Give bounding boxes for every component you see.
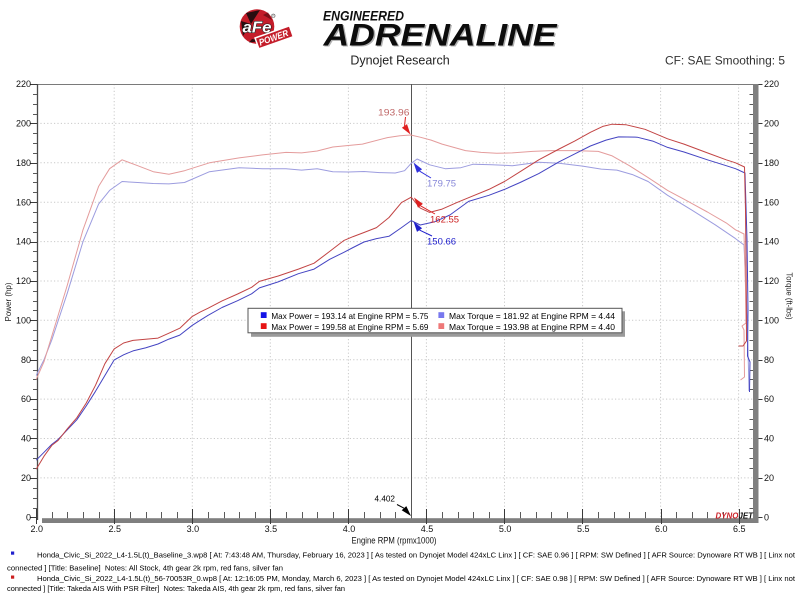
- svg-text:Honda_Civic_Si_2022_L4-1.5L(t): Honda_Civic_Si_2022_L4-1.5L(t)_Baseline_…: [37, 551, 795, 560]
- svg-text:Max Power = 199.58 at Engine R: Max Power = 199.58 at Engine RPM = 5.69: [271, 323, 428, 332]
- svg-text:Power (hp): Power (hp): [3, 282, 13, 321]
- svg-text:80: 80: [21, 355, 31, 365]
- svg-text:160: 160: [764, 197, 779, 207]
- svg-text:193.96: 193.96: [378, 108, 410, 119]
- svg-text:Engine RPM (rpmx1000): Engine RPM (rpmx1000): [352, 536, 437, 547]
- svg-text:140: 140: [16, 237, 31, 247]
- svg-text:120: 120: [16, 276, 31, 286]
- svg-text:ADRENALINE: ADRENALINE: [324, 18, 559, 54]
- svg-text:140: 140: [764, 237, 779, 247]
- svg-text:connected ] [Title: Baseline]: connected ] [Title: Baseline] Notes: All…: [7, 564, 283, 573]
- svg-text:connected ] [Title: Takeda AIS: connected ] [Title: Takeda AIS With PSR …: [7, 584, 345, 593]
- svg-text:220: 220: [16, 79, 31, 89]
- svg-text:6.5: 6.5: [733, 524, 746, 534]
- svg-text:aFe: aFe: [243, 20, 272, 37]
- svg-text:40: 40: [764, 434, 774, 444]
- svg-text:150.66: 150.66: [427, 237, 456, 248]
- svg-text:4.402: 4.402: [375, 494, 396, 504]
- svg-text:100: 100: [16, 315, 31, 325]
- svg-text:160: 160: [16, 197, 31, 207]
- svg-text:CF: SAE Smoothing: 5: CF: SAE Smoothing: 5: [665, 56, 785, 68]
- svg-text:200: 200: [764, 119, 779, 129]
- svg-text:3.0: 3.0: [187, 524, 200, 534]
- svg-text:2.5: 2.5: [109, 524, 122, 534]
- svg-text:40: 40: [21, 434, 31, 444]
- svg-text:Max Torque = 193.98 at Engine: Max Torque = 193.98 at Engine RPM = 4.40: [449, 323, 615, 332]
- svg-text:20: 20: [764, 473, 774, 483]
- svg-text:ADRENALINE: ADRENALINE: [322, 16, 557, 52]
- svg-text:Max Power = 193.14 at Engine R: Max Power = 193.14 at Engine RPM = 5.75: [271, 312, 428, 321]
- svg-text:0: 0: [26, 512, 31, 522]
- svg-text:4.0: 4.0: [343, 524, 356, 534]
- svg-text:60: 60: [21, 394, 31, 404]
- svg-text:3.5: 3.5: [265, 524, 278, 534]
- svg-text:5.5: 5.5: [577, 524, 590, 534]
- svg-text:6.0: 6.0: [655, 524, 668, 534]
- svg-text:5.0: 5.0: [499, 524, 512, 534]
- svg-text:Torque (ft-lbs): Torque (ft-lbs): [785, 273, 795, 320]
- svg-text:2.0: 2.0: [31, 524, 44, 534]
- svg-text:R: R: [272, 14, 275, 18]
- svg-text:20: 20: [21, 473, 31, 483]
- svg-text:0: 0: [764, 512, 769, 522]
- svg-text:Dynojet Research: Dynojet Research: [350, 53, 449, 67]
- svg-text:ENGINEERED: ENGINEERED: [323, 8, 404, 24]
- svg-text:200: 200: [16, 119, 31, 129]
- svg-text:180: 180: [764, 158, 779, 168]
- svg-text:80: 80: [764, 355, 774, 365]
- svg-text:120: 120: [764, 276, 779, 286]
- svg-text:180: 180: [16, 158, 31, 168]
- svg-text:Honda_Civic_Si_2022_L4-1.5L(t): Honda_Civic_Si_2022_L4-1.5L(t)_56-70053R…: [37, 574, 795, 583]
- svg-text:4.5: 4.5: [421, 524, 434, 534]
- svg-text:162.55: 162.55: [430, 215, 459, 226]
- svg-text:179.75: 179.75: [427, 179, 456, 190]
- svg-text:100: 100: [764, 315, 779, 325]
- svg-text:Max Torque = 181.92 at Engine: Max Torque = 181.92 at Engine RPM = 4.44: [449, 312, 615, 321]
- svg-text:DYNOJET: DYNOJET: [716, 511, 754, 521]
- svg-text:220: 220: [764, 79, 779, 89]
- svg-text:60: 60: [764, 394, 774, 404]
